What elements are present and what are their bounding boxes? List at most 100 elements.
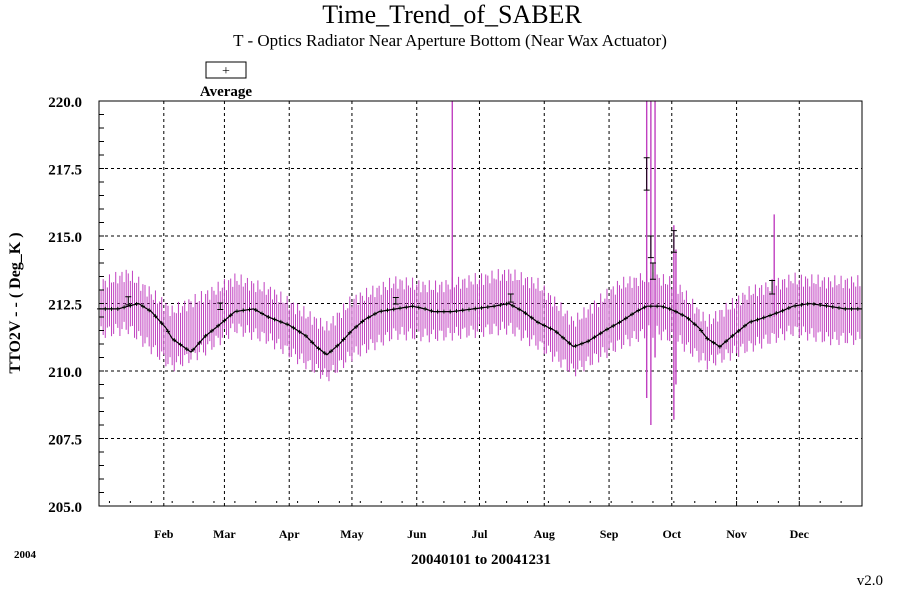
y-tick-label: 215.0 [48,230,82,246]
average-point [774,311,779,316]
average-point [793,303,798,308]
average-point [673,309,678,314]
y-tick-label: 210.0 [48,365,82,381]
average-point [736,328,741,333]
average-point [429,308,434,313]
average-point [247,307,252,312]
error-bar [769,280,776,295]
average-point [498,303,503,308]
average-point [824,303,829,308]
average-point [799,302,804,307]
x-tick-label: Mar [213,527,236,541]
x-tick-label: Apr [279,527,300,541]
average-point [623,316,628,321]
average-point [366,315,371,320]
average-point [297,329,302,334]
average-point [724,339,729,344]
average-point [680,312,685,317]
average-point [548,326,553,331]
average-point [454,309,459,314]
average-point [642,305,647,310]
legend-label: Average [200,84,253,100]
average-point [272,317,277,322]
y-tick-label: 212.5 [48,298,82,314]
range-bars [98,101,863,425]
average-point [341,337,346,342]
average-point [636,308,641,313]
average-point [191,347,196,352]
average-point [153,314,158,319]
average-point [165,329,170,334]
average-point [742,323,747,328]
average-point [310,340,315,345]
average-point [805,301,810,306]
average-point [134,302,139,307]
average-point [322,351,327,356]
average-point [291,325,296,330]
y-tick-label: 217.5 [48,163,82,179]
x-tick-label: Sep [600,527,619,541]
average-point [692,322,697,327]
average-point [448,309,453,314]
average-point [398,306,403,311]
average-point [479,305,484,310]
average-point [648,304,653,309]
average-point [592,335,597,340]
y-tick-label: 205.0 [48,500,82,516]
average-point [686,316,691,321]
average-point [416,305,421,310]
x-tick-label: Jul [471,527,488,541]
average-point [561,335,566,340]
x-tick-label: Feb [154,527,174,541]
version-label: v2.0 [857,573,883,589]
average-point [122,305,127,310]
average-point [379,309,384,314]
average-point [837,305,842,310]
average-point [404,305,409,310]
average-point [441,309,446,314]
legend: + Average [200,61,253,100]
average-point [253,308,258,313]
average-point [172,338,177,343]
average-point [410,304,415,309]
average-point [228,313,233,318]
average-point [128,303,133,308]
average-point [617,320,622,325]
average-point [303,333,308,338]
error-bar [649,262,656,280]
average-point [667,306,672,311]
error-bar [507,293,514,303]
average-point [360,319,365,324]
average-point [197,340,202,345]
average-point [492,304,497,309]
average-point [260,311,265,316]
average-point [385,308,390,313]
error-bar [670,230,677,253]
error-bar [125,296,132,306]
average-point [109,306,114,311]
average-point [103,306,108,311]
x-tick-label: Nov [726,527,747,541]
average-point [655,304,660,309]
y-tick-label: 220.0 [48,95,82,111]
average-point [535,320,540,325]
average-point [423,306,428,311]
average-point [510,303,515,308]
average-point [372,311,377,316]
average-point [604,327,609,332]
average-point [241,308,246,313]
average-point [855,306,860,311]
average-point [780,308,785,313]
average-point [435,309,440,314]
average-point [140,304,145,309]
average-point [184,347,189,352]
x-tick-label: Dec [790,527,810,541]
average-point [234,309,239,314]
x-tick-label: Oct [662,527,681,541]
average-point [467,307,472,312]
legend-box [205,61,247,79]
average-point [485,305,490,310]
average-point [517,307,522,312]
error-bar [647,235,654,259]
